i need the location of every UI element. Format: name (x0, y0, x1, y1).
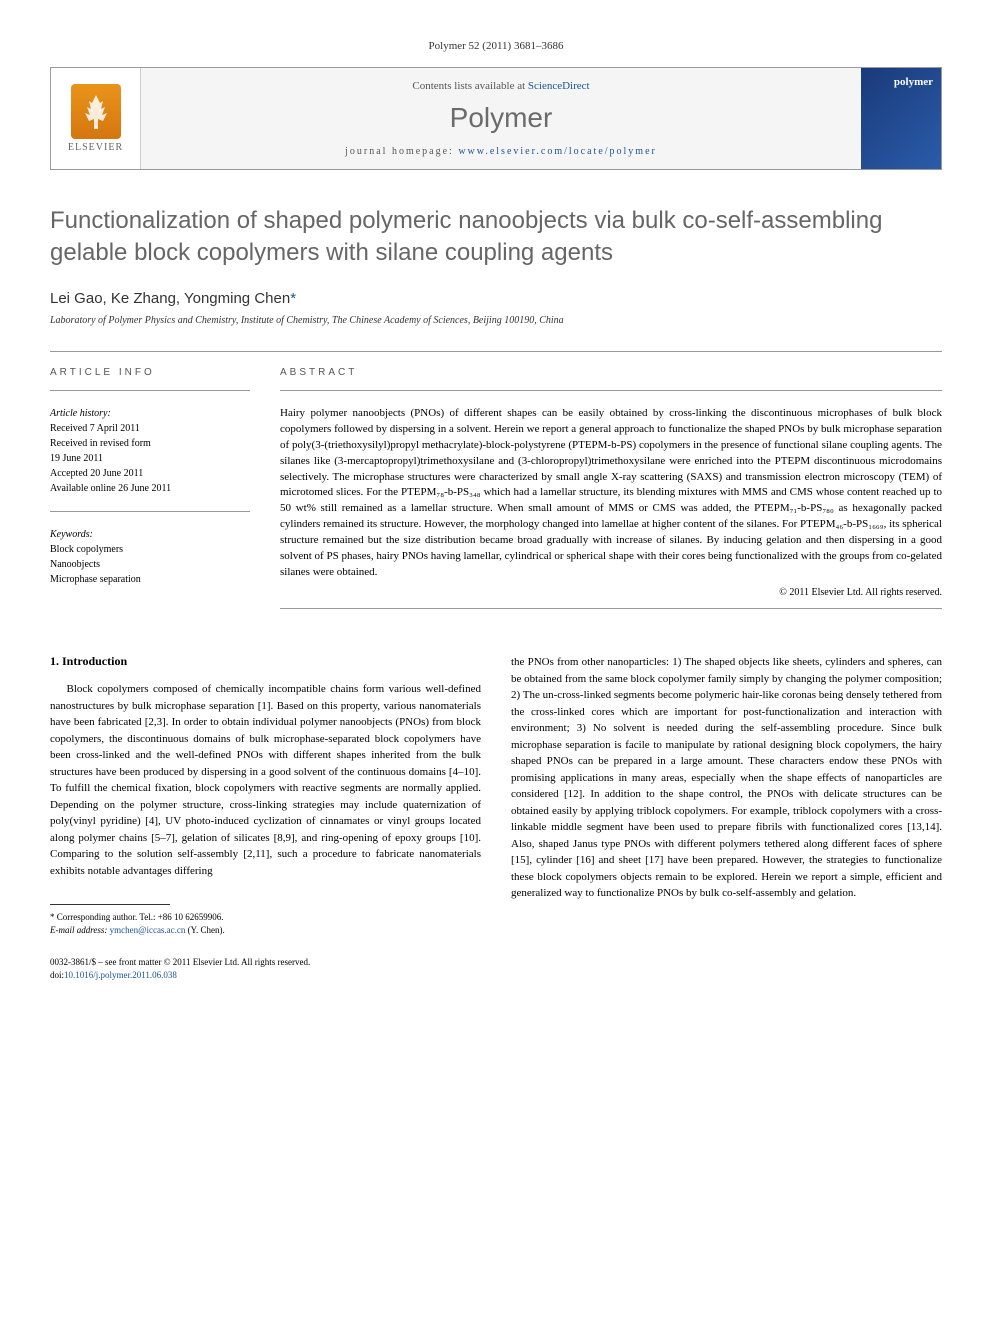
body-columns: 1. Introduction Block copolymers compose… (50, 654, 942, 936)
info-divider (50, 390, 250, 391)
abstract-copyright: © 2011 Elsevier Ltd. All rights reserved… (280, 587, 942, 598)
issn-line: 0032-3861/$ – see front matter © 2011 El… (50, 956, 942, 969)
online-date: Available online 26 June 2011 (50, 481, 250, 496)
article-info-column: ARTICLE INFO Article history: Received 7… (50, 367, 250, 624)
contents-available: Contents lists available at ScienceDirec… (412, 80, 589, 92)
abstract-divider (280, 390, 942, 391)
info-abstract-section: ARTICLE INFO Article history: Received 7… (50, 367, 942, 624)
homepage-link[interactable]: www.elsevier.com/locate/polymer (458, 146, 657, 157)
author-names: Lei Gao, Ke Zhang, Yongming Chen (50, 290, 290, 307)
keyword-2: Nanoobjects (50, 557, 250, 572)
header-center: Contents lists available at ScienceDirec… (141, 68, 861, 169)
cover-text: polymer (894, 76, 933, 88)
sciencedirect-link[interactable]: ScienceDirect (528, 80, 590, 92)
affiliation: Laboratory of Polymer Physics and Chemis… (50, 315, 942, 326)
email-link[interactable]: ymchen@iccas.ac.cn (110, 925, 186, 935)
keywords-label: Keywords: (50, 527, 250, 542)
revised-label: Received in revised form (50, 436, 250, 451)
keyword-3: Microphase separation (50, 572, 250, 587)
journal-header: ELSEVIER Contents lists available at Sci… (50, 67, 942, 170)
email-label: E-mail address: (50, 925, 110, 935)
received-date: Received 7 April 2011 (50, 421, 250, 436)
intro-text-col2: the PNOs from other nanoparticles: 1) Th… (511, 654, 942, 902)
publisher-logo[interactable]: ELSEVIER (51, 68, 141, 169)
abstract-label: ABSTRACT (280, 367, 942, 378)
authors-list: Lei Gao, Ke Zhang, Yongming Chen* (50, 290, 942, 307)
elsevier-tree-icon (71, 84, 121, 139)
info-divider-2 (50, 511, 250, 512)
keyword-1: Block copolymers (50, 542, 250, 557)
abstract-text: Hairy polymer nanoobjects (PNOs) of diff… (280, 406, 942, 581)
doi-link[interactable]: 10.1016/j.polymer.2011.06.038 (64, 970, 177, 980)
body-column-left: 1. Introduction Block copolymers compose… (50, 654, 481, 936)
journal-cover-thumbnail: polymer (861, 68, 941, 169)
contents-prefix: Contents lists available at (412, 80, 527, 92)
intro-heading: 1. Introduction (50, 654, 481, 669)
corresponding-footnote: * Corresponding author. Tel.: +86 10 626… (50, 911, 481, 924)
article-history: Article history: Received 7 April 2011 R… (50, 406, 250, 496)
divider (50, 351, 942, 352)
email-suffix: (Y. Chen). (185, 925, 224, 935)
body-column-right: the PNOs from other nanoparticles: 1) Th… (511, 654, 942, 936)
abstract-column: ABSTRACT Hairy polymer nanoobjects (PNOs… (280, 367, 942, 624)
history-label: Article history: (50, 406, 250, 421)
publisher-name: ELSEVIER (68, 142, 123, 153)
email-footnote: E-mail address: ymchen@iccas.ac.cn (Y. C… (50, 924, 481, 937)
doi-label: doi: (50, 970, 64, 980)
journal-title: Polymer (450, 102, 553, 134)
abstract-bottom-divider (280, 608, 942, 609)
doi-line: doi:10.1016/j.polymer.2011.06.038 (50, 969, 942, 982)
intro-text-col1: Block copolymers composed of chemically … (50, 681, 481, 879)
revised-date: 19 June 2011 (50, 451, 250, 466)
homepage-prefix: journal homepage: (345, 146, 458, 157)
footnote-separator (50, 904, 170, 905)
article-info-label: ARTICLE INFO (50, 367, 250, 378)
journal-homepage: journal homepage: www.elsevier.com/locat… (345, 146, 657, 157)
accepted-date: Accepted 20 June 2011 (50, 466, 250, 481)
footer: 0032-3861/$ – see front matter © 2011 El… (50, 956, 942, 981)
article-title: Functionalization of shaped polymeric na… (50, 205, 942, 270)
keywords-block: Keywords: Block copolymers Nanoobjects M… (50, 527, 250, 587)
citation: Polymer 52 (2011) 3681–3686 (50, 40, 942, 52)
corresponding-mark: * (290, 290, 296, 307)
